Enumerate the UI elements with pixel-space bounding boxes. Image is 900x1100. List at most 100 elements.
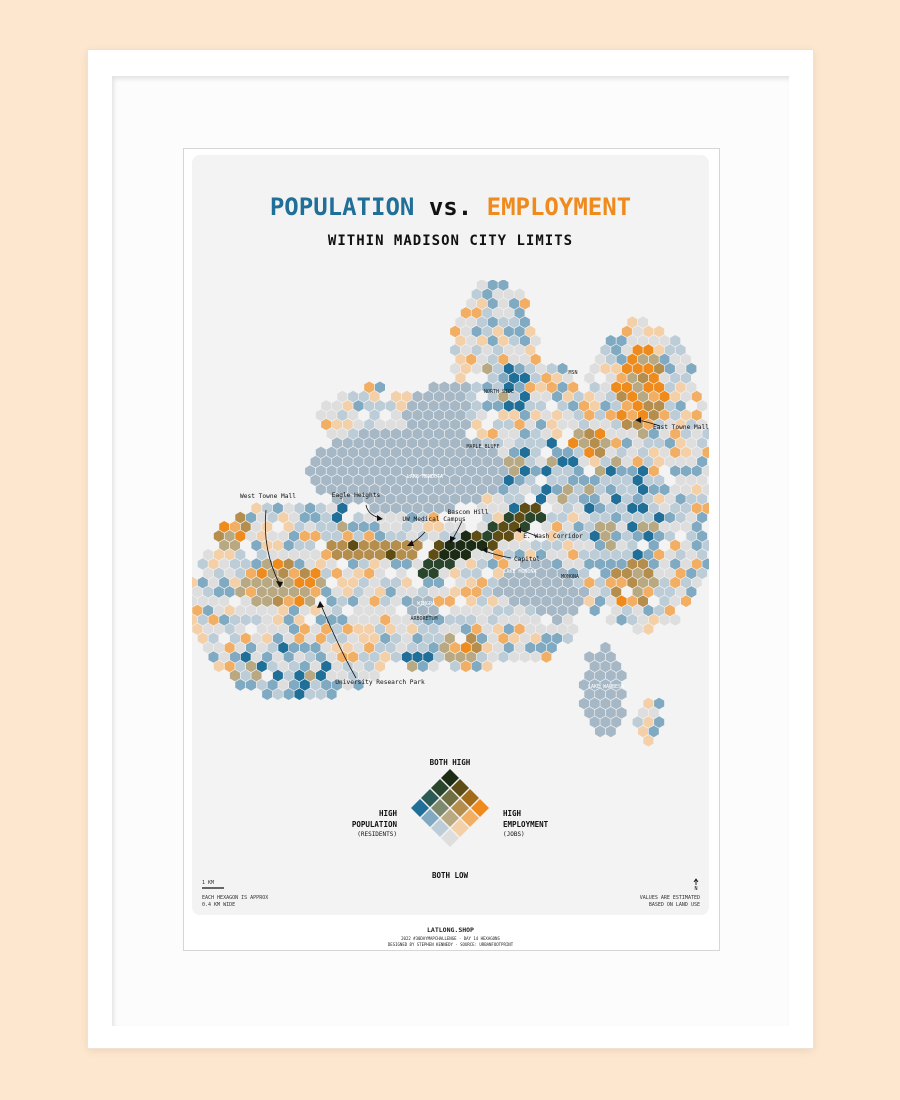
land-hexagon bbox=[675, 418, 686, 431]
land-hexagon bbox=[256, 679, 267, 691]
water-hexagon bbox=[471, 474, 482, 487]
water-hexagon bbox=[439, 455, 450, 468]
water-hexagon bbox=[380, 428, 391, 440]
land-hexagon bbox=[659, 521, 670, 533]
land-hexagon bbox=[509, 428, 520, 440]
land-hexagon bbox=[621, 325, 632, 338]
land-hexagon bbox=[627, 353, 638, 366]
land-hexagon bbox=[331, 530, 342, 542]
water-hexagon bbox=[412, 483, 423, 496]
land-hexagon bbox=[455, 372, 466, 384]
land-hexagon bbox=[310, 679, 321, 691]
water-hexagon bbox=[348, 483, 359, 496]
land-hexagon bbox=[471, 400, 482, 412]
land-hexagon bbox=[648, 521, 659, 533]
land-hexagon bbox=[380, 614, 391, 626]
land-hexagon bbox=[348, 576, 359, 589]
land-hexagon bbox=[305, 632, 316, 645]
water-hexagon bbox=[401, 446, 412, 459]
water-hexagon bbox=[605, 688, 616, 700]
land-hexagon bbox=[605, 409, 616, 421]
land-hexagon bbox=[471, 418, 482, 431]
water-hexagon bbox=[600, 641, 611, 654]
land-hexagon bbox=[476, 428, 487, 440]
land-hexagon bbox=[434, 558, 444, 570]
land-hexagon bbox=[584, 558, 595, 570]
water-hexagon bbox=[428, 604, 439, 617]
land-hexagon bbox=[697, 418, 708, 431]
land-hexagon bbox=[278, 548, 289, 561]
land-hexagon bbox=[353, 660, 364, 673]
land-hexagon bbox=[648, 390, 659, 403]
land-hexagon bbox=[246, 530, 257, 542]
land-hexagon bbox=[385, 511, 396, 524]
land-hexagon bbox=[498, 651, 509, 663]
land-hexagon bbox=[546, 511, 557, 524]
land-hexagon bbox=[460, 362, 471, 375]
land-hexagon bbox=[412, 558, 423, 570]
land-hexagon bbox=[600, 437, 611, 449]
land-hexagon bbox=[541, 372, 552, 384]
land-hexagon bbox=[616, 446, 627, 459]
land-hexagon bbox=[364, 381, 375, 394]
water-hexagon bbox=[482, 455, 493, 468]
land-hexagon bbox=[627, 614, 638, 626]
land-hexagon bbox=[691, 483, 702, 496]
land-hexagon bbox=[578, 455, 589, 468]
water-hexagon bbox=[369, 502, 380, 514]
water-hexagon bbox=[444, 428, 455, 440]
land-hexagon bbox=[498, 335, 509, 347]
land-hexagon bbox=[621, 418, 632, 431]
water-hexagon bbox=[466, 465, 477, 477]
land-hexagon bbox=[240, 521, 251, 533]
shop-credit[interactable]: LATLONG.SHOP bbox=[427, 926, 474, 934]
land-hexagon bbox=[229, 576, 240, 589]
land-hexagon bbox=[337, 651, 348, 663]
land-hexagon bbox=[514, 325, 525, 338]
land-hexagon bbox=[519, 483, 530, 496]
water-hexagon bbox=[434, 465, 444, 477]
land-hexagon bbox=[605, 372, 616, 384]
land-hexagon bbox=[638, 390, 648, 403]
land-hexagon bbox=[552, 465, 563, 477]
land-hexagon bbox=[272, 539, 283, 552]
land-hexagon bbox=[498, 409, 509, 421]
land-hexagon bbox=[460, 641, 471, 654]
water-hexagon bbox=[455, 446, 466, 459]
land-hexagon bbox=[299, 679, 310, 691]
water-hexagon bbox=[444, 483, 455, 496]
land-hexagon bbox=[525, 437, 536, 449]
land-hexagon bbox=[208, 595, 219, 607]
land-hexagon bbox=[697, 437, 708, 449]
land-hexagon bbox=[621, 511, 632, 524]
land-hexagon bbox=[578, 548, 589, 561]
land-hexagon bbox=[546, 530, 557, 542]
arrowheads bbox=[276, 417, 641, 608]
land-hexagon bbox=[552, 483, 563, 496]
land-hexagon bbox=[562, 446, 573, 459]
land-hexagon bbox=[289, 660, 299, 673]
land-hexagon bbox=[654, 381, 665, 394]
water-hexagon bbox=[605, 651, 616, 663]
land-hexagon bbox=[541, 390, 552, 403]
land-hexagon bbox=[262, 614, 273, 626]
land-hexagon bbox=[595, 428, 606, 440]
land-hexagon bbox=[251, 558, 262, 570]
land-hexagon bbox=[428, 586, 439, 598]
land-hexagon bbox=[686, 493, 697, 505]
land-hexagon bbox=[428, 641, 439, 654]
land-hexagon bbox=[235, 623, 246, 635]
legend-both-high: BOTH HIGH bbox=[430, 758, 471, 767]
land-hexagon bbox=[235, 604, 246, 617]
land-hexagon bbox=[498, 539, 509, 552]
land-hexagon bbox=[487, 428, 498, 440]
land-hexagon bbox=[557, 400, 568, 412]
water-hexagon bbox=[466, 483, 477, 496]
land-hexagon bbox=[611, 455, 622, 468]
land-hexagon bbox=[471, 325, 482, 338]
land-hexagon bbox=[434, 576, 444, 589]
water-hexagon bbox=[331, 455, 342, 468]
land-hexagon bbox=[514, 381, 525, 394]
water-hexagon bbox=[595, 707, 606, 719]
water-hexagon bbox=[460, 474, 471, 487]
